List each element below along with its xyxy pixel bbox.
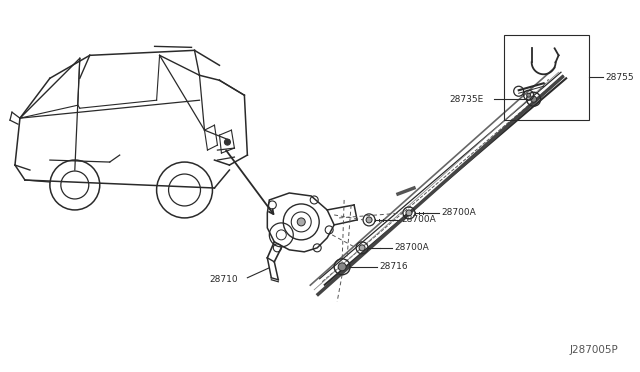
Circle shape (338, 263, 346, 271)
Circle shape (406, 210, 412, 216)
Circle shape (527, 93, 531, 97)
Text: 28755: 28755 (605, 73, 634, 82)
Text: 28700A: 28700A (441, 208, 476, 217)
Text: 28700A: 28700A (394, 243, 429, 252)
Text: 28710: 28710 (209, 275, 238, 284)
Text: 28735E: 28735E (449, 95, 483, 104)
Circle shape (359, 245, 365, 251)
Bar (504, 35, 589, 120)
Text: 28700A: 28700A (401, 215, 436, 224)
Circle shape (366, 217, 372, 223)
Text: J287005P: J287005P (570, 344, 618, 355)
Circle shape (531, 96, 537, 102)
Circle shape (297, 218, 305, 226)
Text: 28716: 28716 (379, 262, 408, 271)
Circle shape (225, 139, 230, 145)
